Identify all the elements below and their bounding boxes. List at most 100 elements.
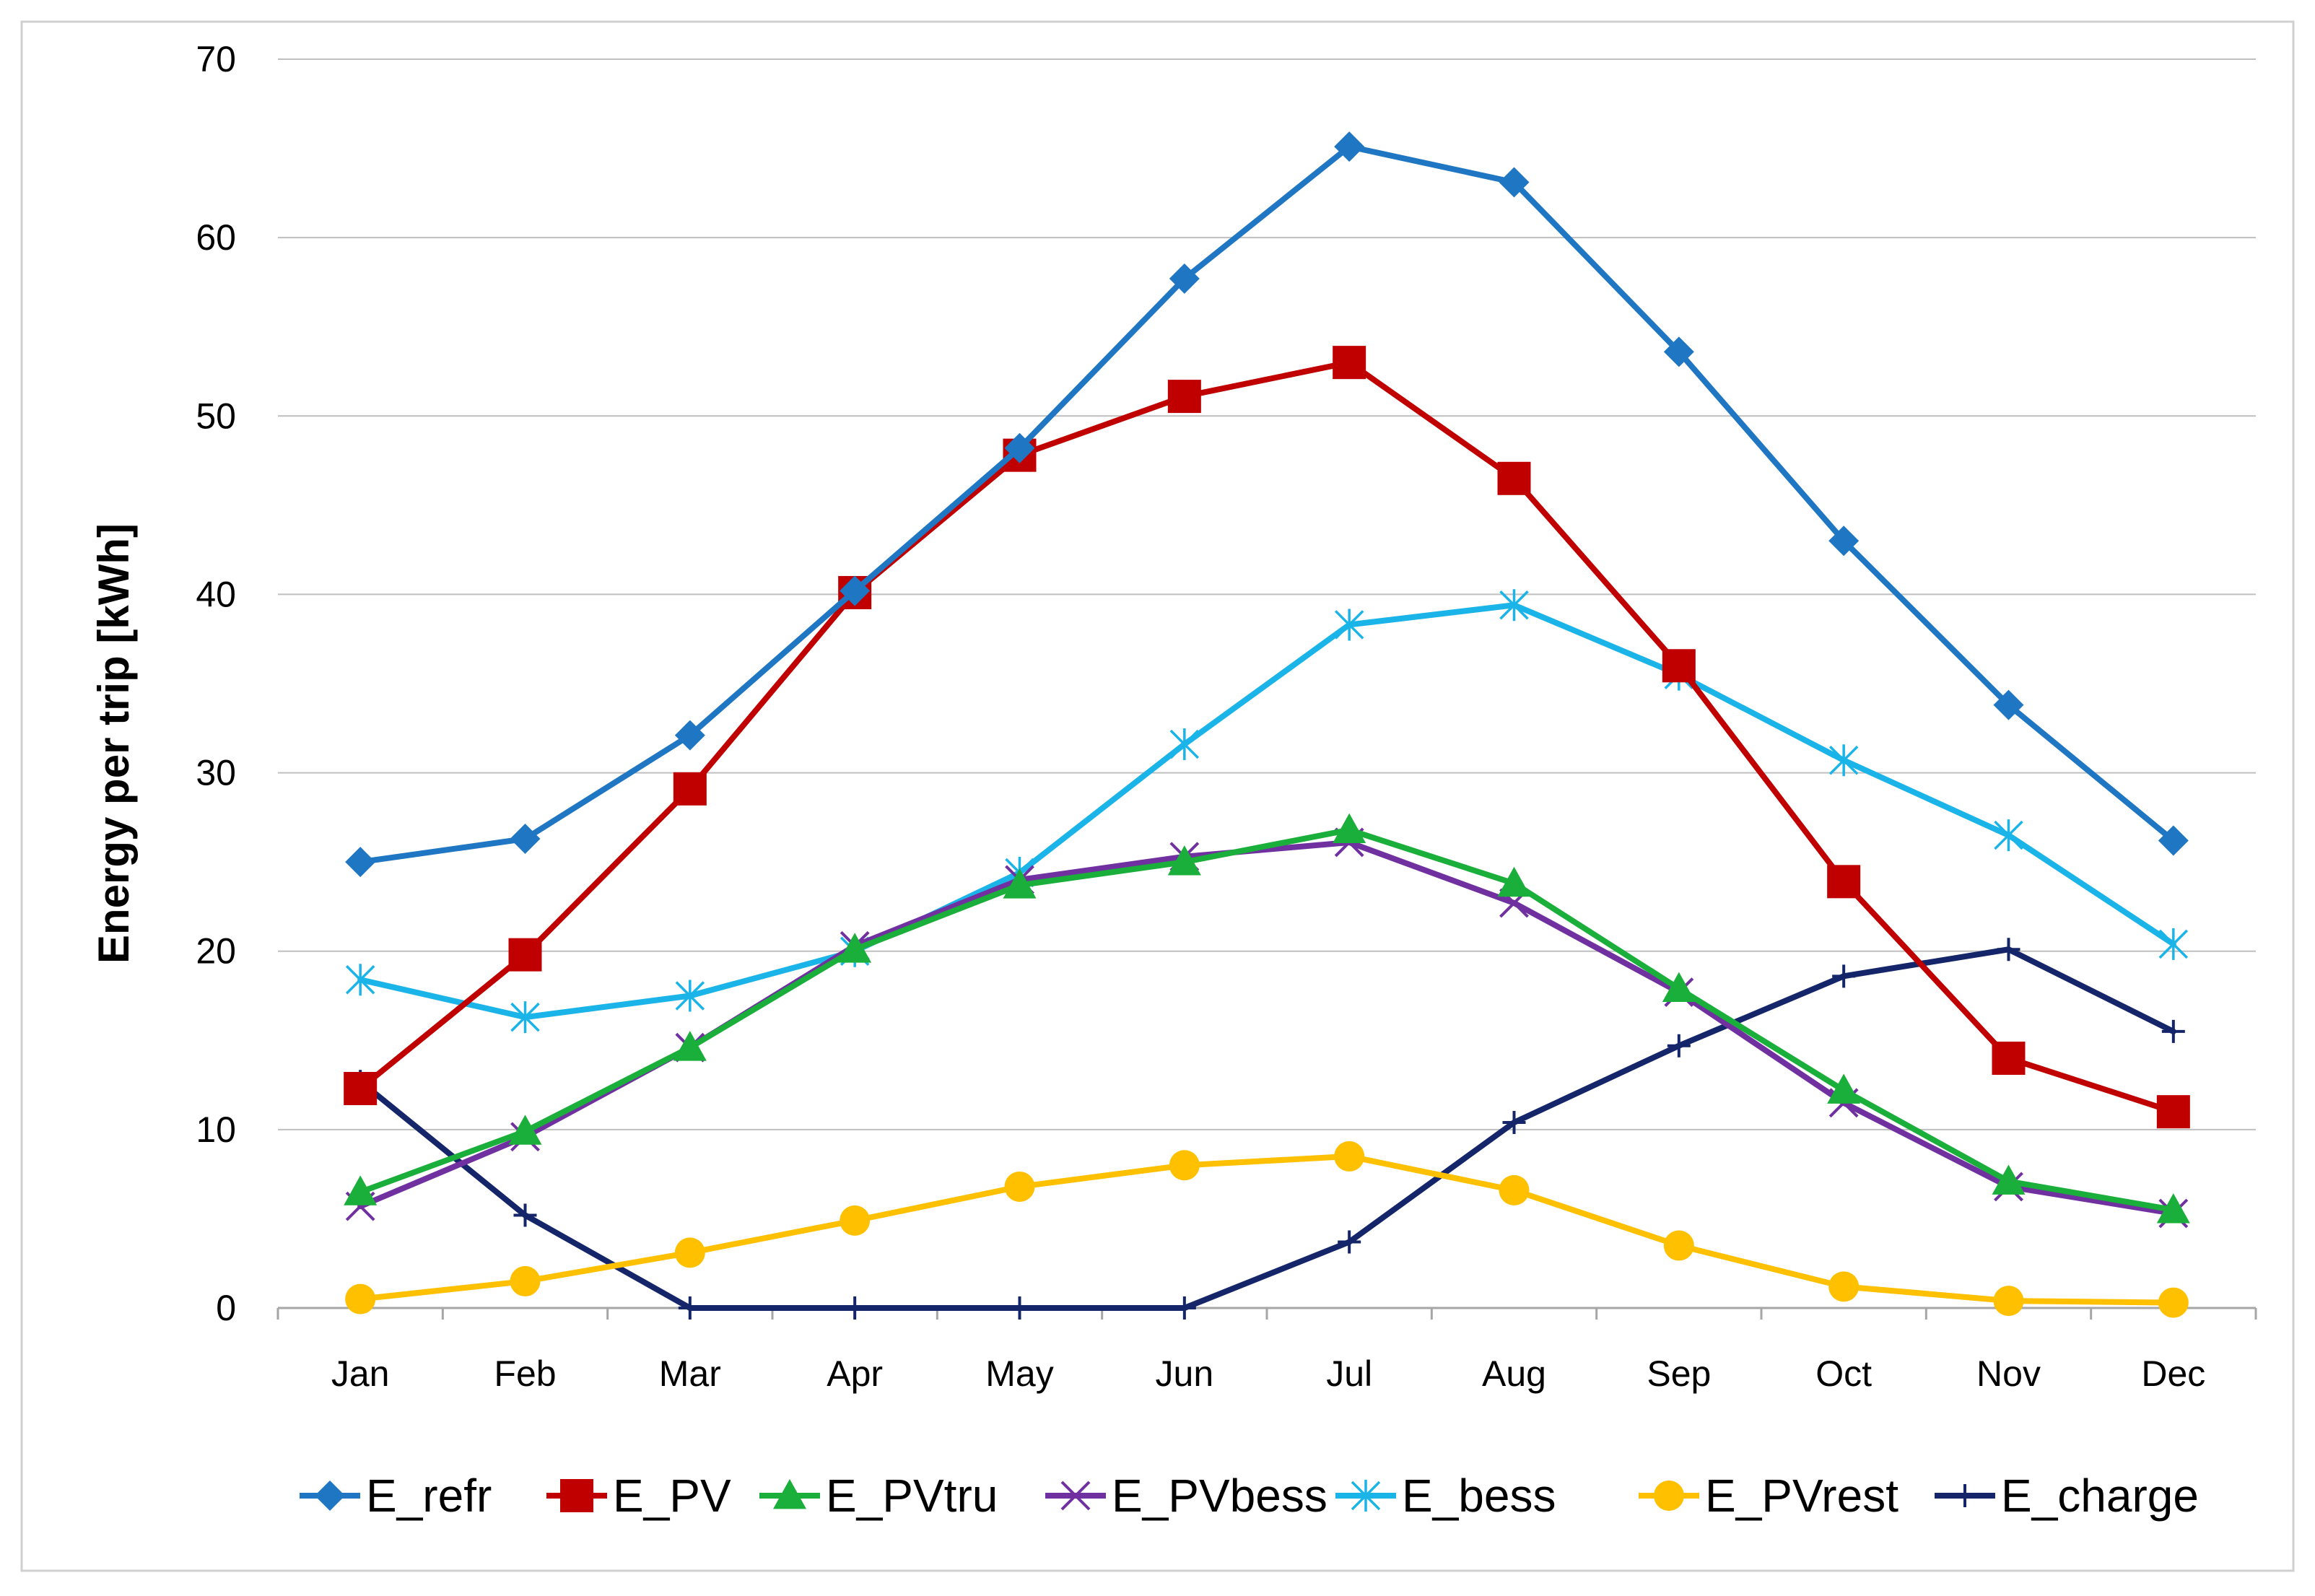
legend-item-E_charge: E_charge xyxy=(1935,1470,2199,1522)
data-point-E_refr xyxy=(1499,167,1530,198)
x-tick-label: Mar xyxy=(659,1353,721,1394)
data-point-E_refr xyxy=(1663,336,1694,367)
data-point-E_PVrest xyxy=(1169,1150,1200,1181)
data-point-E_bess xyxy=(1994,819,2023,852)
x-tick-label: Jun xyxy=(1156,1353,1214,1394)
data-point-E_PV xyxy=(2156,1095,2190,1129)
data-point-E_charge xyxy=(2161,1019,2185,1043)
data-point-E_PV xyxy=(1992,1042,2026,1075)
data-point-E_charge xyxy=(1832,964,1856,988)
data-point-E_PVtru xyxy=(508,1115,542,1145)
data-point-E_PV xyxy=(344,1072,378,1106)
data-point-E_PVtru xyxy=(1167,845,1201,876)
x-tick-label: Apr xyxy=(827,1353,883,1394)
data-point-E_charge xyxy=(513,1203,537,1227)
data-point-E_refr xyxy=(1334,131,1365,162)
data-point-E_PVrest xyxy=(510,1265,541,1296)
legend-label: E_PV xyxy=(613,1470,731,1522)
data-point-E_charge xyxy=(1502,1110,1526,1134)
data-point-E_refr xyxy=(1004,432,1035,463)
data-point-E_charge xyxy=(1338,1230,1361,1254)
data-point-E_refr xyxy=(345,847,376,878)
y-tick-label: 40 xyxy=(196,574,236,614)
legend-item-E_bess: E_bess xyxy=(1335,1470,1556,1522)
series-E_PVtru xyxy=(344,813,2190,1224)
data-point-E_PV xyxy=(1333,346,1366,380)
data-point-E_charge xyxy=(843,1296,867,1320)
y-tick-label: 30 xyxy=(196,753,236,793)
data-point-E_PVrest xyxy=(840,1205,871,1236)
data-point-E_PV xyxy=(1662,649,1696,683)
legend-marker xyxy=(560,1479,593,1512)
data-point-E_bess xyxy=(1334,609,1364,641)
data-point-E_bess xyxy=(1169,728,1200,761)
series-line-E_PV xyxy=(357,359,2176,1115)
data-point-E_refr xyxy=(1993,689,2024,720)
y-tick-label: 50 xyxy=(196,396,236,436)
data-point-E_PVtru xyxy=(1827,1073,1861,1104)
data-point-E_PVrest xyxy=(1499,1174,1530,1205)
data-point-E_PVtru xyxy=(1662,972,1696,1003)
legend-item-E_PVbess: E_PVbess xyxy=(1045,1470,1327,1522)
data-point-E_PVtru xyxy=(1497,866,1531,897)
legend-marker xyxy=(1351,1480,1381,1512)
legend-marker xyxy=(315,1481,345,1511)
series-group xyxy=(344,131,2190,1320)
data-point-E_refr xyxy=(674,720,705,751)
legend-item-E_PVtru: E_PVtru xyxy=(759,1470,998,1522)
data-point-E_PVtru xyxy=(344,1175,378,1205)
data-point-E_bess xyxy=(2158,928,2189,960)
data-point-E_bess xyxy=(1499,589,1529,622)
series-line-E_PVrest xyxy=(357,1153,2176,1306)
data-point-E_PV xyxy=(508,938,542,972)
data-point-E_charge xyxy=(678,1296,702,1320)
series-line-E_PVtru xyxy=(357,827,2176,1213)
data-point-E_refr xyxy=(510,824,541,855)
legend-label: E_bess xyxy=(1402,1470,1556,1522)
legend-item-E_PVrest: E_PVrest xyxy=(1639,1470,1898,1522)
data-point-E_bess xyxy=(1828,744,1859,777)
data-point-E_refr xyxy=(2158,825,2189,856)
legend-label: E_PVtru xyxy=(826,1470,998,1522)
data-point-E_PV xyxy=(1827,865,1861,899)
legend-marker xyxy=(773,1479,806,1509)
data-point-E_refr xyxy=(840,575,871,606)
x-tick-label: May xyxy=(985,1353,1053,1394)
data-point-E_refr xyxy=(1169,263,1200,294)
y-tick-label: 0 xyxy=(216,1288,236,1328)
data-point-E_charge xyxy=(1172,1296,1196,1320)
data-point-E_PVtru xyxy=(1003,868,1037,899)
data-point-E_PVrest xyxy=(345,1283,376,1314)
legend-label: E_PVrest xyxy=(1705,1470,1898,1522)
series-E_PVrest xyxy=(345,1141,2189,1318)
data-point-E_PVrest xyxy=(1828,1271,1860,1302)
x-tick-label: Jan xyxy=(331,1353,390,1394)
series-line-E_refr xyxy=(357,144,2176,865)
axes: 0 10 20 30 40 50 60 70 Jan Feb Mar Apr May Jun Jul Aug S… xyxy=(196,39,2257,1394)
data-point-E_PV xyxy=(1167,380,1201,414)
data-point-E_PVtru xyxy=(838,933,872,963)
y-tick-label: 10 xyxy=(196,1109,236,1150)
x-tick-label: Nov xyxy=(1976,1353,2041,1394)
chart-border xyxy=(20,20,2295,1572)
y-axis-label: Energy per trip [kWh] xyxy=(90,523,138,964)
data-point-E_bess xyxy=(510,1001,540,1034)
legend-label: E_charge xyxy=(2001,1470,2199,1522)
data-point-E_PVtru xyxy=(1992,1164,2026,1195)
data-point-E_PVrest xyxy=(1004,1171,1035,1202)
data-point-E_charge xyxy=(1997,938,2020,961)
x-tick-label: Feb xyxy=(494,1353,556,1394)
legend-item-E_refr: E_refr xyxy=(300,1470,492,1522)
data-point-E_PVrest xyxy=(2158,1287,2189,1318)
legend: E_refr E_PV E_PVtru E_PVbess E_bess E_PVrest E… xyxy=(300,1470,2199,1522)
gridlines xyxy=(278,58,2256,1130)
data-point-E_charge xyxy=(1008,1296,1032,1320)
data-point-E_PVrest xyxy=(1334,1141,1365,1172)
data-point-E_PVrest xyxy=(1663,1230,1694,1261)
legend-marker xyxy=(1654,1481,1684,1511)
data-point-E_bess xyxy=(345,964,375,996)
x-tick-label: Oct xyxy=(1815,1353,1872,1394)
data-point-E_bess xyxy=(675,980,705,1012)
